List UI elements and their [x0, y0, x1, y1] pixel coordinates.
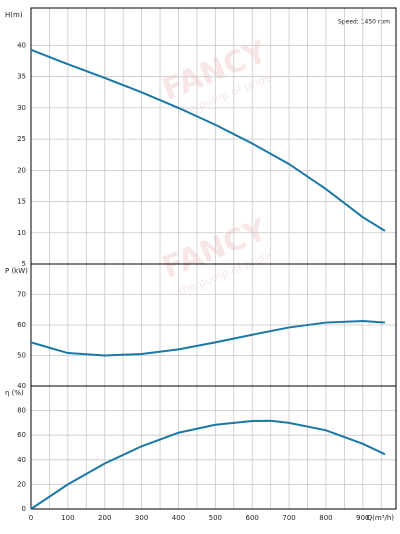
y-tick-label: 25: [17, 135, 26, 143]
x-tick-label: 800: [319, 514, 332, 522]
x-tick-label: 300: [135, 514, 148, 522]
x-tick-label: 400: [172, 514, 185, 522]
y-tick-label: 5: [22, 260, 26, 268]
data-line: [30, 320, 386, 357]
plot-frame: [30, 385, 397, 510]
y-tick-label: 20: [17, 166, 26, 174]
y-tick-label: 35: [17, 73, 26, 81]
y-tick-label: 50: [17, 352, 26, 360]
y-axis-label: P (kW): [5, 267, 28, 275]
y-tick-label: 20: [17, 480, 26, 488]
y-tick-label: 40: [17, 41, 26, 49]
plot-frame: [30, 7, 397, 265]
y-tick-label: 40: [17, 456, 26, 464]
y-tick-label: 15: [17, 198, 26, 206]
panel: 0 20 40 60 80 η (%) 0 100 200 300 400 500 600 700 800 9…: [5, 385, 397, 522]
y-tick-label: 80: [17, 407, 26, 415]
y-tick-label: 60: [17, 321, 26, 329]
x-axis-label: Q(m³/h): [367, 514, 395, 522]
x-tick-label: 100: [61, 514, 74, 522]
data-line: [30, 419, 386, 510]
y-tick-label: 10: [17, 229, 26, 237]
y-tick-label: 70: [17, 291, 26, 299]
x-tick-label: 0: [29, 514, 33, 522]
x-tick-label: 600: [246, 514, 259, 522]
y-axis-label: H(m): [5, 11, 23, 19]
x-tick-label: 200: [98, 514, 111, 522]
y-tick-label: 40: [17, 382, 26, 390]
speed-note: Speed: 1450 rpm: [338, 19, 390, 26]
x-tick-label: 500: [209, 514, 222, 522]
x-tick-label: 900: [356, 514, 369, 522]
y-tick-label: 30: [17, 104, 26, 112]
y-tick-label: 0: [22, 505, 26, 513]
y-tick-label: 60: [17, 431, 26, 439]
y-axis-label: η (%): [5, 389, 24, 397]
data-line: [30, 48, 386, 232]
panel: 5 10 15 20 25 30 35 40 H(m): [5, 7, 397, 268]
x-tick-label: 700: [282, 514, 295, 522]
